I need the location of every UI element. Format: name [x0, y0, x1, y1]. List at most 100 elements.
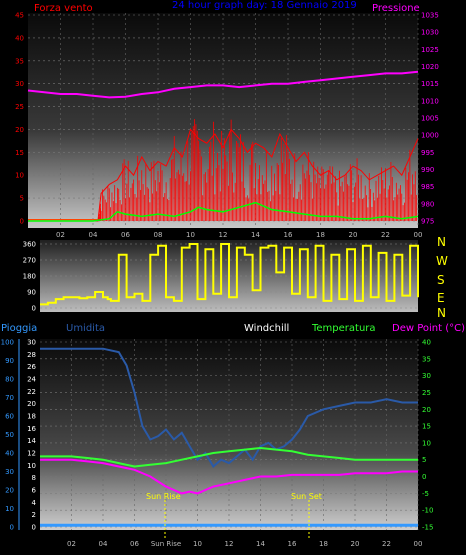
- pressure-tick-label: 1035: [421, 12, 439, 20]
- umidita-tick-label: 16: [27, 425, 36, 433]
- wind-tick-label: 35: [15, 57, 24, 65]
- temperature-tick-label: 20: [422, 406, 431, 414]
- climate-x-tick-label: Sun Rise: [151, 540, 181, 548]
- direction-tick-label: 360: [23, 241, 36, 249]
- climate-x-tick-label: 04: [99, 540, 108, 548]
- direction-panel-series: [40, 243, 419, 306]
- wind-x-tick-label: 14: [251, 231, 260, 239]
- temperature-tick-label: 30: [422, 372, 431, 380]
- wind-x-tick-label: 22: [381, 231, 390, 239]
- wind-x-tick-label: 06: [121, 231, 130, 239]
- sun-set-label: Sun Set: [291, 492, 322, 501]
- wind-x-tick-label: 20: [349, 231, 358, 239]
- dewpoint-series-line: [40, 458, 418, 495]
- pressure-tick-label: 1030: [421, 29, 439, 37]
- temperature-series-line: [40, 446, 418, 468]
- pressure-tick-label: 985: [421, 183, 434, 191]
- wind-tick-label: 45: [15, 12, 24, 20]
- umidita-tick-label: 18: [27, 413, 36, 421]
- wind-x-tick-label: 12: [219, 231, 228, 239]
- direction-letter-s: S: [437, 273, 445, 287]
- umidita-tick-label: 26: [27, 363, 36, 371]
- gust-series-line: [28, 201, 419, 222]
- umidita-tick-label: 2: [32, 511, 36, 519]
- wind-tick-label: 15: [15, 149, 24, 157]
- wind-x-tick-label: 08: [154, 231, 163, 239]
- pioggia-tick-label: 20: [5, 487, 14, 495]
- climate-x-tick-label: 02: [67, 540, 76, 548]
- temperature-tick-label: 40: [422, 339, 431, 347]
- wind-series-line: [28, 128, 419, 222]
- wind-tick-label: 20: [15, 126, 24, 134]
- pioggia-tick-label: 100: [1, 339, 14, 347]
- chart-title: 24 hour graph day: 18 Gennaio 2019: [172, 0, 357, 11]
- climate-x-tick-label: 16: [288, 540, 297, 548]
- temperature-tick-label: 0: [422, 473, 426, 481]
- climate-x-tick-label: 06: [130, 540, 139, 548]
- climate-x-tick-label: 14: [256, 540, 265, 548]
- humidity-series-line: [40, 347, 418, 469]
- wind-x-tick-label: 16: [284, 231, 293, 239]
- wind-x-tick-label: 02: [56, 231, 65, 239]
- pioggia-tick-label: 90: [5, 357, 14, 365]
- umidita-tick-label: 28: [27, 351, 36, 359]
- windchill-label: Windchill: [244, 323, 289, 334]
- umidita-tick-label: 10: [27, 462, 36, 470]
- direction-tick-label: 0: [32, 305, 36, 313]
- climate-x-tick-label: 20: [351, 540, 360, 548]
- wind-axis-label: Forza vento: [34, 3, 93, 14]
- umidita-tick-label: 22: [27, 388, 36, 396]
- wind-panel-grid: [28, 13, 419, 228]
- temperature-tick-label: -15: [422, 524, 433, 532]
- pressure-axis-label: Pressione: [372, 3, 420, 14]
- direction-letter-w: W: [436, 254, 448, 268]
- temperature-tick-label: 35: [422, 355, 431, 363]
- sun-rise-label: Sun Rise: [146, 492, 181, 501]
- pressure-tick-label: 1020: [421, 63, 439, 71]
- wind-x-tick-label: 10: [186, 231, 195, 239]
- direction-letter-n-bottom: N: [437, 306, 446, 320]
- climate-x-tick-label: 22: [382, 540, 391, 548]
- temperature-tick-label: 10: [422, 439, 431, 447]
- climate-x-tick-label: 00: [414, 540, 423, 548]
- umidita-label: Umidita: [66, 323, 105, 334]
- temperature-tick-label: -10: [422, 507, 433, 515]
- wind-tick-label: 5: [20, 195, 24, 203]
- pressure-tick-label: 1010: [421, 97, 439, 105]
- pioggia-tick-label: 70: [5, 394, 14, 402]
- pioggia-tick-label: 50: [5, 431, 14, 439]
- temperature-tick-label: 25: [422, 389, 431, 397]
- direction-tick-label: 90: [27, 289, 36, 297]
- wind-x-tick-label: 18: [316, 231, 325, 239]
- pioggia-tick-label: 80: [5, 376, 14, 384]
- umidita-tick-label: 20: [27, 400, 36, 408]
- pressure-tick-label: 1025: [421, 46, 439, 54]
- pioggia-tick-label: 0: [10, 524, 14, 532]
- pressure-tick-label: 1000: [421, 132, 439, 140]
- pressure-tick-label: 980: [421, 200, 434, 208]
- climate-panel-series: [40, 347, 418, 527]
- dewpoint-label: Dew Point (°C): [392, 323, 465, 334]
- climate-x-tick-label: 12: [225, 540, 234, 548]
- pressure-tick-label: 1005: [421, 115, 439, 123]
- pioggia-tick-label: 60: [5, 413, 14, 421]
- pressure-tick-label: 975: [421, 218, 434, 226]
- direction-panel-axes: 0 90 180 270 360: [23, 241, 36, 313]
- wind-tick-label: 25: [15, 103, 24, 111]
- wind-panel-series: [27, 70, 419, 222]
- temperature-tick-label: 5: [422, 456, 426, 464]
- direction-series-line: [40, 243, 419, 306]
- temperatura-label: Temperatura: [311, 323, 376, 334]
- pressure-tick-label: 995: [421, 149, 434, 157]
- temperature-tick-label: -5: [422, 490, 429, 498]
- direction-letter-n-top: N: [437, 235, 446, 249]
- wind-tick-label: 0: [20, 218, 24, 226]
- temperature-tick-label: 15: [422, 423, 431, 431]
- pressure-tick-label: 990: [421, 166, 434, 174]
- umidita-tick-label: 12: [27, 450, 36, 458]
- pioggia-label: Pioggia: [1, 323, 37, 334]
- climate-panel-axes: -15-10-505101520253035400102030405060708…: [1, 339, 434, 549]
- pioggia-tick-label: 40: [5, 450, 14, 458]
- wind-tick-label: 40: [15, 34, 24, 42]
